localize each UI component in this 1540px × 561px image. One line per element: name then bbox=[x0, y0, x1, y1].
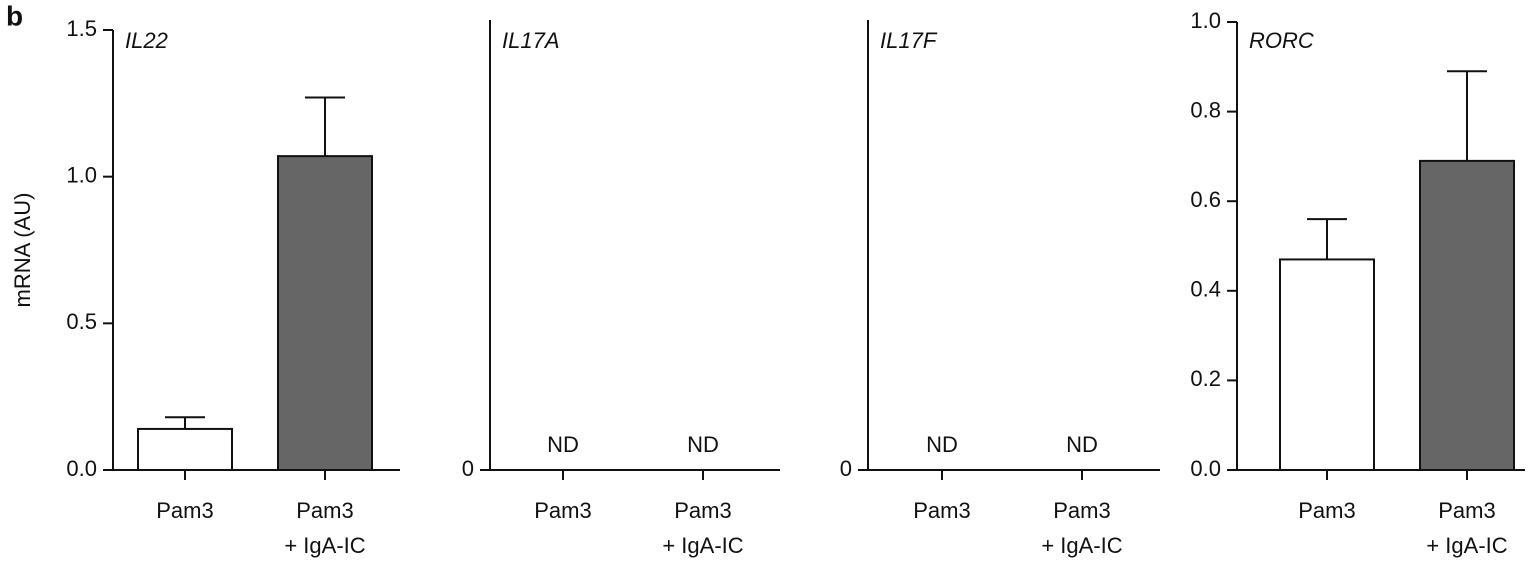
value-label: ND bbox=[926, 432, 958, 457]
bar bbox=[1419, 159, 1515, 471]
y-tick-label: 0.8 bbox=[1190, 97, 1221, 122]
bar bbox=[277, 155, 373, 471]
y-tick-label: 0 bbox=[840, 456, 852, 481]
y-tick-label: 1.0 bbox=[66, 162, 97, 187]
y-tick-label: 0.6 bbox=[1190, 187, 1221, 212]
bar bbox=[1279, 258, 1375, 471]
y-tick-label: 0.0 bbox=[66, 456, 97, 481]
value-label: ND bbox=[1066, 432, 1098, 457]
x-tick-label: Pam3 + IgA-IC bbox=[1041, 498, 1123, 558]
x-tick-label: Pam3 bbox=[1298, 498, 1356, 523]
y-tick-label: 0 bbox=[462, 456, 474, 481]
x-tick-label: Pam3 bbox=[156, 498, 214, 523]
panel-title: RORC bbox=[1249, 28, 1314, 53]
y-tick-label: 0.5 bbox=[66, 309, 97, 334]
y-axis-label: mRNA (AU) bbox=[10, 193, 35, 308]
panel-label: b bbox=[6, 0, 23, 31]
y-tick-label: 0.2 bbox=[1190, 366, 1221, 391]
x-tick-label: Pam3 + IgA-IC bbox=[1426, 498, 1508, 558]
value-label: ND bbox=[547, 432, 579, 457]
x-tick-label: Pam3 + IgA-IC bbox=[284, 498, 366, 558]
x-tick-label: Pam3 + IgA-IC bbox=[662, 498, 744, 558]
y-tick-label: 0.4 bbox=[1190, 277, 1221, 302]
x-tick-label: Pam3 bbox=[534, 498, 592, 523]
panel-title: IL22 bbox=[125, 28, 168, 53]
x-tick-label: Pam3 bbox=[913, 498, 971, 523]
bar bbox=[137, 427, 233, 471]
value-label: ND bbox=[687, 432, 719, 457]
panel-title: IL17F bbox=[880, 28, 938, 53]
y-tick-label: 1.0 bbox=[1190, 8, 1221, 33]
panel-title: IL17A bbox=[502, 28, 560, 53]
y-tick-label: 1.5 bbox=[66, 16, 97, 41]
y-tick-label: 0.0 bbox=[1190, 456, 1221, 481]
